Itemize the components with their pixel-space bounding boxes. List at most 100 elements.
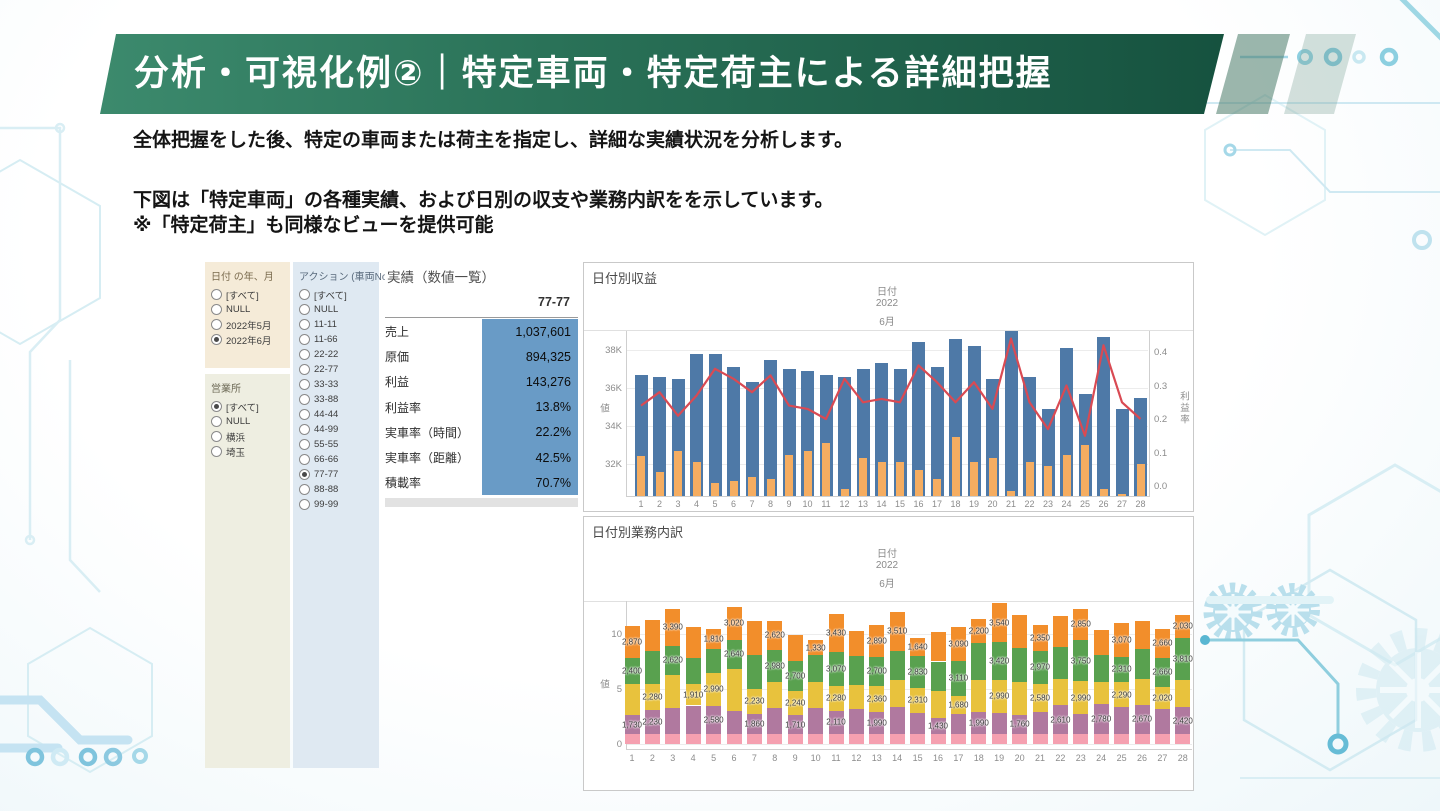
- stack-segment-purple: [910, 712, 926, 735]
- bar-cost: [822, 443, 830, 496]
- radio-option-NULL[interactable]: NULL: [211, 302, 284, 317]
- x-axis-tick: 8: [767, 499, 774, 509]
- metric-label: 利益: [385, 375, 410, 390]
- bar-cost: [951, 437, 960, 496]
- stack-segment-orange: [685, 627, 701, 659]
- radio-option-99-99[interactable]: 99-99: [299, 497, 373, 512]
- segment-value-label: 3,070: [1111, 635, 1132, 645]
- stack-segment-orange: [1032, 625, 1048, 652]
- stack-segment-green: [726, 639, 742, 669]
- radio-option-[すべて][interactable]: [すべて]: [211, 399, 284, 414]
- segment-value-label: 1,990: [866, 718, 887, 728]
- radio-option-88-88[interactable]: 88-88: [299, 482, 373, 497]
- radio-option-[すべて][interactable]: [すべて]: [299, 287, 373, 302]
- radio-option-44-44[interactable]: 44-44: [299, 407, 373, 422]
- x-axis-tick: 14: [892, 753, 903, 763]
- radio-option-2022年5月[interactable]: 2022年5月: [211, 317, 284, 332]
- horizontal-scrollbar[interactable]: [385, 498, 578, 507]
- radio-option-33-33[interactable]: 33-33: [299, 377, 373, 392]
- bar-sales: [1004, 331, 1018, 496]
- stack-segment-green: [787, 660, 803, 691]
- x-axis-tick: 21: [1034, 753, 1046, 763]
- radio-option-44-99[interactable]: 44-99: [299, 422, 373, 437]
- radio-option-横浜[interactable]: 横浜: [211, 429, 284, 444]
- gridline: [627, 744, 1192, 745]
- stack-segment-purple: [828, 710, 844, 735]
- radio-label: 2022年6月: [226, 335, 272, 347]
- x-axis-tick: 26: [1098, 499, 1109, 509]
- segment-value-label: 3,540: [989, 618, 1010, 628]
- radio-option-11-66[interactable]: 11-66: [299, 332, 373, 347]
- y-axis-line-right: [1149, 331, 1150, 496]
- segment-value-label: 2,990: [703, 684, 724, 694]
- y-axis-tick-left: 36K: [605, 383, 622, 394]
- segment-value-label: 1,710: [785, 720, 806, 730]
- radio-option-11-11[interactable]: 11-11: [299, 317, 373, 332]
- stack-segment-green: [665, 645, 681, 675]
- stack-segment-green: [1154, 657, 1170, 687]
- radio-option-NULL[interactable]: NULL: [211, 414, 284, 429]
- segment-value-label: 2,620: [662, 655, 683, 665]
- bar-cost: [1062, 454, 1071, 496]
- stack-segment-orange: [726, 606, 742, 640]
- radio-option-22-77[interactable]: 22-77: [299, 362, 373, 377]
- segment-value-label: 3,420: [989, 656, 1010, 666]
- stack-segment-green: [869, 656, 885, 687]
- radio-button-icon: [211, 319, 222, 330]
- x-axis-tick: 24: [1061, 499, 1072, 509]
- segment-value-label: 1,860: [744, 719, 765, 729]
- metric-label: 利益率: [385, 400, 422, 415]
- stack-segment-yellow: [1175, 679, 1191, 708]
- filter-panel-date: 日付 の年、月 [すべて] NULL 2022年5月 2022年6月: [205, 262, 290, 368]
- radio-option-埼玉[interactable]: 埼玉: [211, 444, 284, 459]
- radio-label: 66-66: [314, 454, 339, 465]
- segment-value-label: 2,780: [1091, 714, 1112, 724]
- radio-option-66-66[interactable]: 66-66: [299, 452, 373, 467]
- radio-option-22-22[interactable]: 22-22: [299, 347, 373, 362]
- filter-panel-office: 営業所 [すべて] NULL 横浜 埼玉: [205, 374, 290, 768]
- segment-value-label: 2,670: [1131, 714, 1153, 724]
- traces-bottom-right: [1200, 596, 1440, 779]
- stack-segment-pink: [1012, 734, 1028, 744]
- stack-segment-orange: [706, 628, 722, 649]
- metrics-column-header: 77-77: [538, 295, 570, 309]
- stack-segment-green: [930, 661, 946, 691]
- stack-segment-yellow: [746, 689, 762, 714]
- bar-cost: [1099, 488, 1108, 496]
- radio-label: [すべて]: [314, 290, 347, 302]
- radio-label: 33-88: [314, 394, 339, 405]
- metrics-rows: 売上 1,037,601 原価 894,325 利益 143,276 利益率 13.8% 実車率…: [385, 319, 578, 496]
- radio-label: [すべて]: [226, 402, 259, 414]
- radio-option-77-77[interactable]: 77-77: [299, 467, 373, 482]
- stack-segment-green: [950, 661, 966, 696]
- stack-segment-orange: [1134, 620, 1150, 650]
- gear-icon: [1356, 628, 1440, 752]
- stack-segment-pink: [930, 734, 946, 744]
- segment-value-label: 3,750: [1070, 656, 1091, 666]
- radio-option-[すべて][interactable]: [すべて]: [211, 287, 284, 302]
- stack-segment-orange: [930, 631, 946, 662]
- x-axis-tick: 20: [987, 499, 998, 509]
- gear-icon: [1203, 582, 1263, 642]
- segment-value-label: 2,240: [785, 698, 806, 708]
- x-axis-tick: 4: [690, 753, 696, 763]
- radio-option-NULL[interactable]: NULL: [299, 302, 373, 317]
- stack-segment-purple: [644, 709, 660, 735]
- radio-label: 55-55: [314, 439, 339, 450]
- x-axis-tick: 25: [1079, 499, 1091, 509]
- stack-segment-orange: [665, 608, 681, 646]
- stack-segment-purple: [869, 712, 885, 735]
- y-axis-tick-right: 0.3: [1154, 380, 1168, 392]
- bar-cost: [1136, 464, 1145, 496]
- radio-button-icon: [299, 499, 310, 510]
- stack-segment-yellow: [1052, 678, 1068, 706]
- radio-option-33-88[interactable]: 33-88: [299, 392, 373, 407]
- radio-option-55-55[interactable]: 55-55: [299, 437, 373, 452]
- x-axis-tick: 28: [1177, 753, 1188, 763]
- bar-cost: [877, 462, 886, 496]
- bar-cost: [692, 462, 701, 496]
- radio-option-2022年6月[interactable]: 2022年6月: [211, 332, 284, 347]
- metrics-panel: 実績（数値一覧） 77-77 売上 1,037,601 原価 894,325 利益 143…: [385, 262, 578, 507]
- stack-segment-pink: [848, 734, 864, 744]
- x-axis-tick: 1: [629, 753, 635, 763]
